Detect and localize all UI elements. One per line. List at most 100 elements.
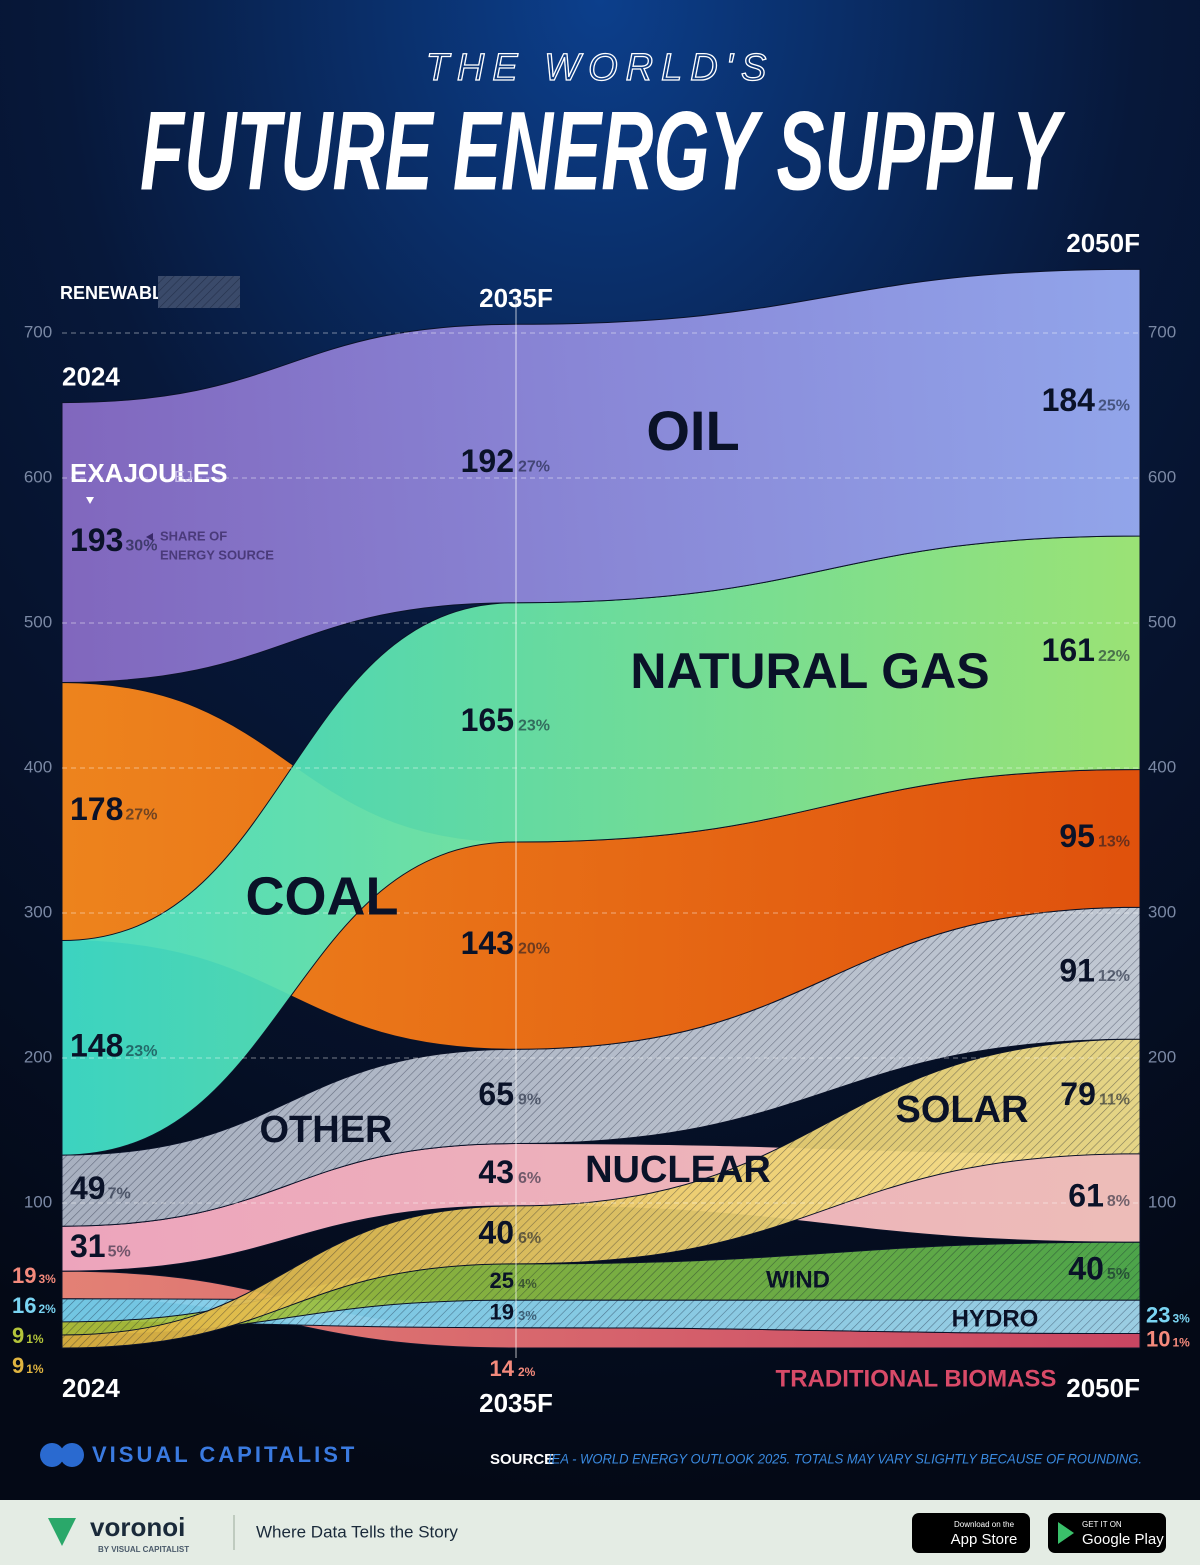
footer-logo-sub: BY VISUAL CAPITALIST	[98, 1545, 189, 1554]
badge-text: Google Play	[1082, 1531, 1164, 1548]
footer-logo: voronoi	[90, 1512, 185, 1542]
share-label: 11%	[1099, 1091, 1130, 1108]
source-text: IEA - WORLD ENERGY OUTLOOK 2025. TOTALS …	[548, 1451, 1142, 1467]
annotation-unit: EXAJOULES	[70, 458, 228, 488]
annotation-share: ENERGY SOURCE	[160, 547, 274, 562]
value-label: 178	[70, 791, 123, 827]
badge-text: App Store	[951, 1531, 1018, 1548]
footer-logo-mark	[48, 1518, 76, 1546]
google-play-badge[interactable]	[1048, 1513, 1166, 1553]
y-tick-label-right: 500	[1148, 612, 1176, 631]
band	[61, 535, 1141, 1156]
legend-label: RENEWABLES	[60, 283, 187, 303]
share-label: 20%	[518, 941, 550, 958]
band-hatch	[62, 1242, 1140, 1335]
value-label: 165	[461, 702, 514, 738]
year-label-bottom: 2050F	[1066, 1373, 1140, 1403]
value-label: 184	[1042, 382, 1096, 418]
y-tick-label-right: 300	[1148, 902, 1176, 921]
y-tick-label: 200	[24, 1047, 52, 1066]
share-label: 5%	[108, 1244, 131, 1261]
share-label: 23%	[125, 1043, 157, 1060]
title: FUTURE ENERGY SUPPLY	[140, 89, 1066, 214]
y-tick-label: 300	[24, 902, 52, 921]
app-store-badge[interactable]	[912, 1513, 1030, 1553]
y-tick-label: 500	[24, 612, 52, 631]
band-hatch	[62, 1039, 1140, 1348]
share-label: 1%	[1172, 1336, 1190, 1350]
share-label: 3%	[1172, 1312, 1190, 1326]
series-name: OTHER	[260, 1109, 393, 1151]
share-label: 3%	[518, 1308, 537, 1323]
annotation-unit-abbr: EJ	[174, 469, 193, 486]
y-tick-label-right: 700	[1148, 322, 1176, 341]
value-label: 31	[70, 1228, 106, 1264]
value-label: 40	[478, 1214, 514, 1250]
annotation-arrow	[146, 533, 153, 541]
year-label-top: 2024	[62, 361, 120, 391]
share-label: 2%	[518, 1365, 536, 1379]
overlay: 100 100 200 200 300 300 400 400 500 500 600 600 700 7…	[12, 228, 1190, 1418]
share-label: 27%	[125, 807, 157, 824]
share-label: 7%	[108, 1186, 131, 1203]
title-top: THE WORLD'S	[426, 47, 775, 89]
series-name: TRADITIONAL BIOMASS	[776, 1365, 1057, 1392]
value-label: 49	[70, 1170, 106, 1206]
share-label: 13%	[1098, 833, 1130, 850]
value-label: 25	[490, 1268, 514, 1293]
value-label: 65	[478, 1076, 514, 1112]
value-label: 192	[461, 443, 514, 479]
value-label: 148	[70, 1027, 123, 1063]
value-label: 91	[1059, 953, 1095, 989]
series-name: SOLAR	[896, 1089, 1029, 1131]
value-label: 19	[12, 1263, 36, 1288]
share-label: 5%	[1107, 1266, 1130, 1283]
share-label: 27%	[518, 459, 550, 476]
value-label: 9	[12, 1353, 24, 1378]
y-tick-label: 600	[24, 467, 52, 486]
series-name: COAL	[246, 866, 399, 926]
value-label: 161	[1042, 632, 1095, 668]
badge-icon	[1058, 1522, 1074, 1544]
badge-text: GET IT ON	[1082, 1520, 1122, 1529]
series-name: OIL	[646, 399, 739, 462]
value-label: 9	[12, 1323, 24, 1348]
series-name: NATURAL GAS	[630, 643, 989, 699]
series-name: WIND	[766, 1266, 830, 1293]
y-tick-label-right: 600	[1148, 467, 1176, 486]
share-label: 1%	[26, 1362, 44, 1376]
share-label: 6%	[518, 1170, 541, 1187]
value-label: 43	[478, 1154, 514, 1190]
value-label: 193	[70, 522, 123, 558]
badge-text: Download on the	[954, 1520, 1015, 1529]
annotation-share: SHARE OF	[160, 528, 227, 543]
y-tick-label-right: 100	[1148, 1192, 1176, 1211]
share-label: 8%	[1107, 1193, 1130, 1210]
share-label: 22%	[1098, 648, 1130, 665]
series-name: NUCLEAR	[585, 1149, 771, 1191]
value-label: 79	[1060, 1076, 1096, 1112]
year-label-top: 2035F	[479, 283, 553, 313]
y-tick-label-right: 400	[1148, 757, 1176, 776]
value-label: 16	[12, 1293, 36, 1318]
brand-logo	[60, 1443, 84, 1467]
value-label: 10	[1146, 1327, 1170, 1352]
value-label: 61	[1068, 1177, 1104, 1213]
y-tick-label-right: 200	[1148, 1047, 1176, 1066]
footer-tagline: Where Data Tells the Story	[256, 1522, 458, 1541]
share-label: 30%	[125, 538, 157, 555]
brand-logo	[40, 1443, 64, 1467]
y-tick-label: 400	[24, 757, 52, 776]
value-label: 95	[1059, 818, 1095, 854]
brand: VISUAL CAPITALIST	[92, 1442, 357, 1467]
y-tick-label: 700	[24, 322, 52, 341]
share-label: 2%	[38, 1302, 56, 1316]
legend-hatch	[158, 276, 240, 308]
value-label: 40	[1068, 1251, 1104, 1287]
share-label: 1%	[26, 1332, 44, 1346]
share-label: 12%	[1098, 968, 1130, 985]
band-hatch	[62, 907, 1140, 1227]
value-label: 14	[490, 1356, 515, 1381]
